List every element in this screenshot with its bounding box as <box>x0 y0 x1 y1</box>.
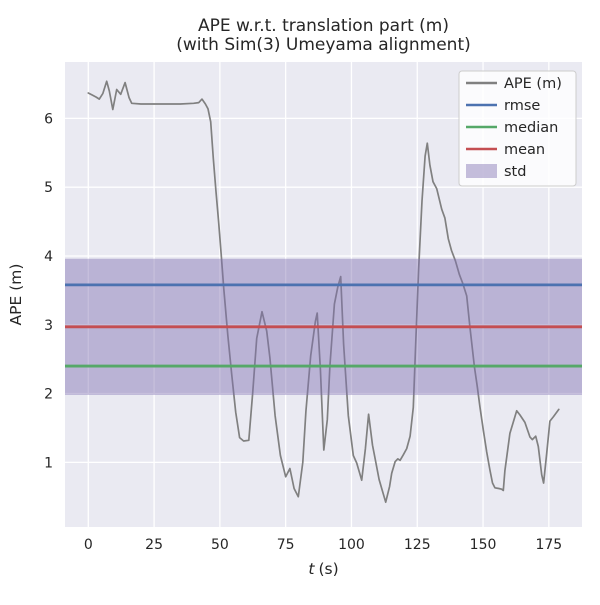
x-tick-label-125: 125 <box>404 537 431 553</box>
x-tick-label-150: 150 <box>470 537 497 553</box>
legend: APE (m) rmse median mean std <box>458 70 577 187</box>
x-tick-label-75: 75 <box>277 537 295 553</box>
chart-title: APE w.r.t. translation part (m) <box>198 16 449 36</box>
y-tick-label-4: 4 <box>44 249 53 265</box>
legend-label-median: median <box>504 120 558 136</box>
x-tick-label-100: 100 <box>338 537 365 553</box>
legend-label-std: std <box>504 164 526 180</box>
x-axis-label-unit: (s) <box>318 560 338 578</box>
x-tick-label-0: 0 <box>84 537 93 553</box>
x-tick-label-25: 25 <box>145 537 163 553</box>
ape-curve <box>87 80 560 504</box>
x-tick-label-175: 175 <box>535 537 562 553</box>
y-tick-label-2: 2 <box>44 387 53 403</box>
y-tick-label-6: 6 <box>44 111 53 127</box>
x-tick-label-50: 50 <box>211 537 229 553</box>
chart-subtitle: (with Sim(3) Umeyama alignment) <box>176 35 471 55</box>
y-tick-label-5: 5 <box>44 180 53 196</box>
y-tick-label-1: 1 <box>44 455 53 471</box>
x-axis-label: t (s) <box>308 560 338 578</box>
y-tick-label-3: 3 <box>44 318 53 334</box>
legend-swatch-std <box>466 164 497 178</box>
legend-box <box>458 70 577 187</box>
legend-label-mean: mean <box>504 142 545 158</box>
x-axis-label-variable: t <box>308 560 315 578</box>
legend-label-ape-m-: APE (m) <box>504 76 562 92</box>
legend-label-rmse: rmse <box>504 98 540 114</box>
y-axis-label: APE (m) <box>7 264 25 326</box>
